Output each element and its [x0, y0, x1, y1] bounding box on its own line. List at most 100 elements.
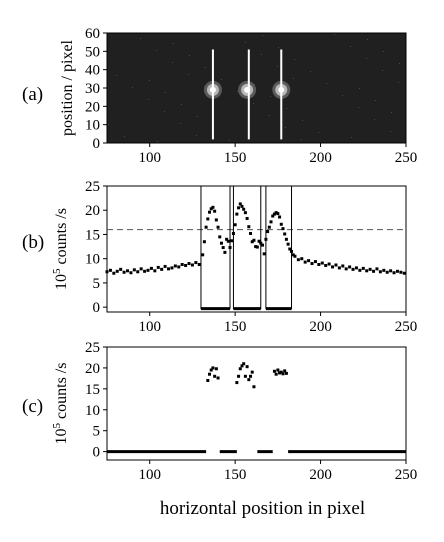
y-tick-label: 5	[93, 424, 101, 440]
noise-speck	[124, 136, 125, 137]
noise-speck	[188, 74, 189, 75]
y-tick-label: 15	[85, 227, 100, 243]
data-point	[293, 254, 297, 258]
noise-speck	[189, 55, 190, 56]
data-point	[240, 204, 244, 208]
data-point	[201, 253, 205, 257]
noise-speck	[204, 86, 205, 87]
noise-speck	[164, 111, 165, 112]
noise-speck	[180, 123, 181, 124]
data-point	[238, 202, 242, 206]
data-point	[163, 264, 167, 268]
data-point	[351, 267, 355, 271]
data-point	[184, 263, 188, 267]
data-point	[209, 207, 213, 211]
data-point	[368, 267, 372, 271]
x-tick-label: 250	[395, 150, 418, 166]
noise-speck	[334, 34, 335, 35]
data-point	[255, 245, 259, 249]
data-point	[211, 205, 215, 209]
data-point	[119, 267, 123, 271]
y-tick-label: 25	[85, 340, 100, 356]
data-point	[278, 371, 282, 375]
data-point	[126, 269, 130, 273]
data-point	[303, 260, 307, 264]
data-point	[300, 257, 304, 261]
data-point	[233, 223, 237, 227]
data-point	[389, 269, 393, 273]
x-tick-label: 100	[138, 467, 161, 483]
data-point	[399, 270, 403, 274]
panel-a: (a) 0 10 20 30 40 50 60 position / pixel 100 150 20…	[22, 26, 417, 166]
data-point	[283, 232, 287, 236]
y-tick-label: 0	[93, 136, 101, 152]
noise-speck	[205, 67, 206, 68]
data-point	[247, 225, 251, 229]
y-tick-label: 15	[85, 382, 100, 398]
axis-frame	[106, 346, 407, 461]
panel-c: (c) 0 5 10 15 20 25 105 counts /s 100 150 200 250 ho…	[22, 340, 417, 519]
x-tick-label: 250	[395, 319, 418, 335]
noise-speck	[157, 141, 158, 142]
data-point	[216, 376, 220, 380]
data-point	[206, 378, 210, 382]
data-point	[267, 225, 271, 229]
data-point	[115, 269, 119, 273]
data-point	[250, 370, 254, 374]
data-point	[190, 263, 194, 267]
data-point	[271, 214, 275, 218]
data-point	[153, 269, 157, 273]
data-point	[272, 212, 276, 216]
data-point	[337, 266, 341, 270]
selection-box	[200, 185, 231, 310]
panel-label: (c)	[22, 396, 43, 417]
x-tick-label: 100	[138, 319, 161, 335]
data-point	[235, 381, 239, 385]
noise-speck	[374, 119, 375, 120]
data-point	[243, 374, 247, 378]
data-point	[132, 268, 136, 272]
y-tick-label: 5	[93, 276, 101, 292]
data-point	[112, 271, 116, 275]
data-point	[170, 266, 174, 270]
data-point	[139, 267, 143, 271]
data-point	[105, 270, 109, 274]
data-point	[288, 247, 292, 251]
noise-speck	[165, 92, 166, 93]
noise-speck	[351, 137, 352, 138]
data-point	[392, 271, 396, 275]
data-point	[274, 372, 278, 376]
noise-speck	[286, 108, 287, 109]
noise-speck	[156, 50, 157, 51]
data-point	[283, 369, 287, 373]
noise-speck	[382, 70, 383, 71]
data-point	[213, 209, 217, 213]
data-point	[378, 270, 382, 274]
y-tick-label: 20	[85, 99, 100, 115]
y-tick-label: 10	[85, 403, 100, 419]
data-point	[279, 370, 283, 374]
data-point	[243, 211, 247, 215]
noise-speck	[181, 104, 182, 105]
x-tick-label: 200	[309, 150, 332, 166]
data-point	[281, 372, 285, 376]
noise-speck	[399, 63, 400, 64]
noise-speck	[237, 91, 238, 92]
data-point	[136, 270, 140, 274]
data-point	[286, 242, 290, 246]
noise-speck	[293, 78, 294, 79]
data-point	[129, 271, 133, 275]
noise-speck	[270, 96, 271, 97]
data-point	[320, 261, 324, 265]
y-tick-label: 30	[85, 81, 100, 97]
data-point	[108, 268, 112, 272]
data-point	[291, 253, 295, 257]
data-point	[237, 206, 241, 210]
panel-label: (a)	[22, 84, 43, 105]
data-point	[260, 243, 264, 247]
noise-speck	[221, 79, 222, 80]
data-point	[156, 265, 160, 269]
noise-speck	[366, 58, 367, 59]
data-point	[372, 269, 376, 273]
